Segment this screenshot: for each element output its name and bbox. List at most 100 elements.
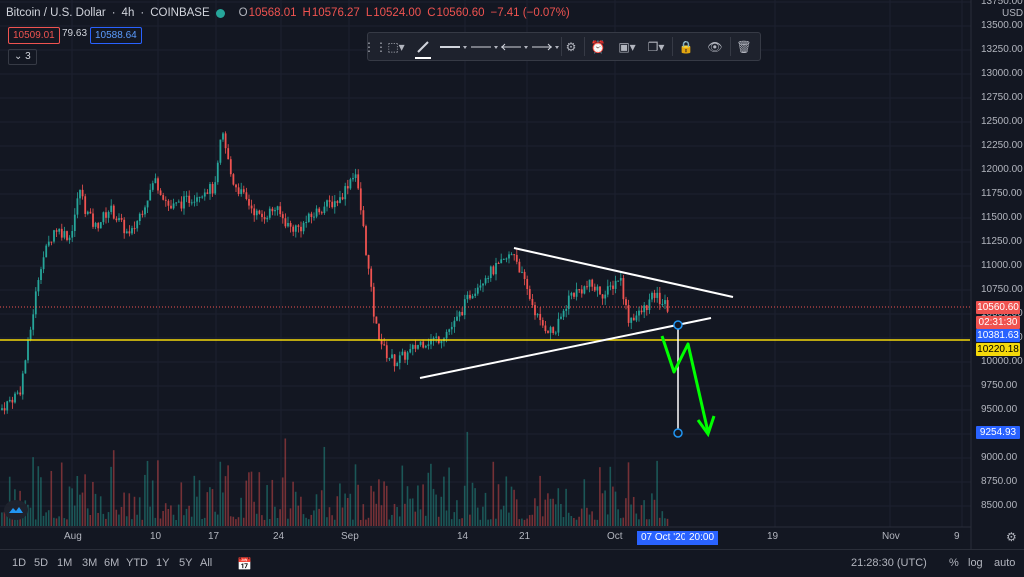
range-button-3m[interactable]: 3M — [82, 557, 98, 569]
volume-bar — [513, 489, 515, 526]
candle-body — [45, 245, 48, 258]
candle-body — [453, 320, 456, 327]
trash-icon[interactable]: 🗑 — [736, 39, 752, 54]
price-axis-label: 9500.00 — [981, 404, 1018, 415]
volume-bar — [492, 461, 495, 526]
clone-icon[interactable]: ❐▾ — [647, 39, 665, 54]
forecast-arrow[interactable] — [660, 335, 710, 433]
range-button-ytd[interactable]: YTD — [126, 557, 148, 569]
date-range-icon[interactable]: 📅 — [237, 557, 252, 571]
candle-body — [105, 212, 107, 218]
candle-body — [274, 210, 276, 212]
utc-clock[interactable]: 21:28:30 (UTC) — [851, 557, 927, 569]
percent-toggle[interactable]: % — [949, 557, 959, 569]
candle-body — [604, 294, 607, 299]
volume-bar — [107, 512, 110, 526]
candle-body — [190, 202, 193, 204]
candle-body — [188, 195, 191, 203]
lower-trendline[interactable] — [419, 317, 712, 379]
volume-bar — [73, 505, 76, 526]
volume-bar — [128, 493, 131, 526]
toolbar-divider — [672, 37, 673, 56]
axis-settings-icon[interactable]: ⚙ — [1006, 530, 1017, 544]
candle-body — [196, 197, 198, 202]
candle-body — [328, 200, 331, 202]
volume-bar — [180, 482, 183, 526]
auto-toggle[interactable]: auto — [994, 557, 1016, 569]
candle-body — [622, 278, 625, 300]
candle-body — [193, 201, 196, 203]
volume-bar — [60, 462, 63, 526]
volume-bar — [518, 519, 521, 526]
volume-bar — [466, 431, 469, 526]
bid-price[interactable]: 10509.01 — [8, 27, 60, 44]
line-style-icon[interactable] — [469, 37, 499, 56]
line-start-icon[interactable] — [499, 37, 529, 56]
template-icon[interactable]: ⬚▾ — [387, 39, 405, 54]
pencil-icon[interactable] — [412, 37, 434, 59]
volume-bar — [138, 497, 141, 526]
volume-bar — [645, 519, 648, 526]
volume-bar — [326, 517, 328, 526]
price-axis-label: 11000.00 — [981, 260, 1022, 271]
candle-body — [42, 257, 45, 270]
symbol-name[interactable]: Bitcoin / U.S. Dollar — [6, 7, 106, 19]
range-button-5d[interactable]: 5D — [34, 557, 49, 569]
volume-bar — [250, 471, 253, 526]
range-button-1d[interactable]: 1D — [12, 557, 27, 569]
volume-bar — [393, 503, 396, 526]
group-icon[interactable]: ▣▾ — [618, 39, 636, 54]
eye-icon[interactable]: 👁 — [707, 39, 723, 54]
toolbar-divider — [561, 37, 562, 56]
candle-body — [352, 177, 354, 180]
candle-body — [474, 293, 477, 296]
settings-icon[interactable]: ⚙ — [565, 39, 577, 54]
open-value: 10568.01 — [248, 7, 297, 19]
volume-bar — [458, 519, 461, 526]
line-end-icon[interactable] — [530, 37, 560, 56]
range-button-6m[interactable]: 6M — [104, 557, 120, 569]
range-button-1y[interactable]: 1Y — [156, 557, 170, 569]
lock-icon[interactable]: 🔒 — [678, 39, 694, 54]
volume-bar — [81, 492, 84, 526]
range-button-all[interactable]: All — [200, 557, 213, 569]
candle-body — [601, 294, 604, 299]
price-axis-label: 11500.00 — [981, 212, 1022, 223]
volume-bar — [580, 508, 583, 526]
range-handle-bottom[interactable] — [673, 428, 683, 438]
upper-trendline[interactable] — [513, 247, 734, 298]
candle-body — [131, 228, 133, 234]
candle-body — [6, 401, 9, 411]
volume-bar — [76, 475, 79, 526]
range-handle-top[interactable] — [673, 320, 683, 330]
range-button-5y[interactable]: 5Y — [179, 557, 193, 569]
candle-body — [222, 133, 224, 140]
indicators-toggle[interactable]: ⌄ 3 — [8, 49, 37, 65]
alert-icon[interactable]: ⏰ — [590, 39, 606, 54]
volume-bar — [271, 479, 274, 526]
volume-bar — [617, 509, 619, 526]
candle-body — [541, 320, 544, 326]
candle-body — [661, 303, 664, 305]
volume-bar — [380, 505, 383, 526]
volume-bar — [471, 482, 474, 526]
volume-bar — [339, 483, 341, 526]
candle-body — [302, 222, 305, 232]
price-axis-label: 10000.00 — [981, 356, 1023, 367]
candle-body — [664, 300, 666, 304]
range-button-1m[interactable]: 1M — [57, 557, 73, 569]
price-axis-label: 12000.00 — [981, 164, 1023, 175]
volume-bar — [258, 472, 261, 526]
volume-bar — [630, 504, 632, 526]
interval[interactable]: 4h — [121, 7, 135, 19]
candle-body — [240, 189, 243, 195]
log-toggle[interactable]: log — [968, 557, 983, 569]
drag-handle-icon[interactable]: ⋮⋮ — [363, 39, 387, 54]
line-width-icon[interactable] — [438, 37, 468, 56]
candle-body — [396, 362, 399, 367]
tradingview-logo-icon[interactable] — [4, 500, 28, 520]
volume-bar — [209, 487, 211, 526]
candle-body — [250, 205, 253, 209]
ask-price[interactable]: 10588.64 — [90, 27, 142, 44]
